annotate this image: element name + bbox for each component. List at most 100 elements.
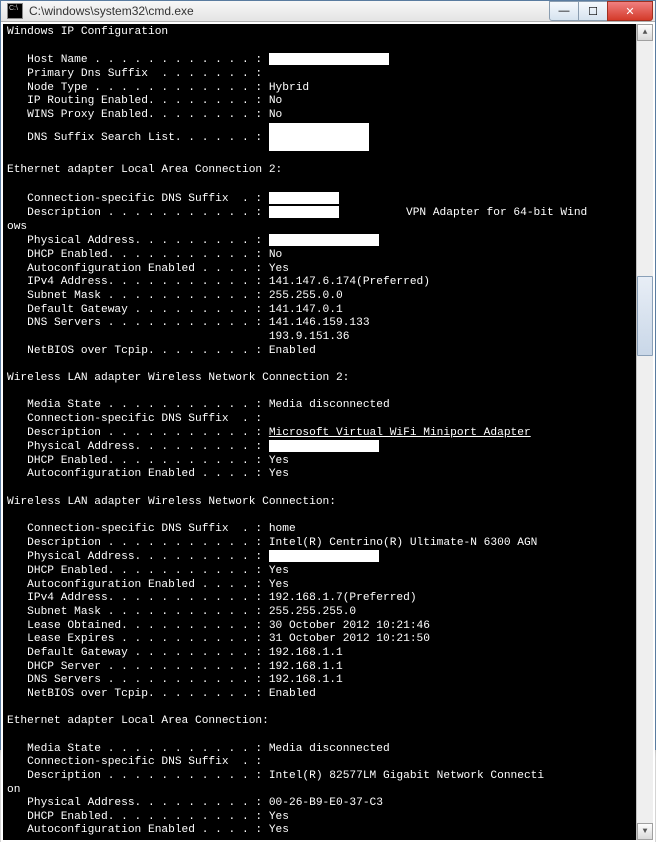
eth-dhcp-value: Yes	[269, 811, 289, 823]
titlebar[interactable]: C:\windows\system32\cmd.exe — ☐ ✕	[1, 1, 655, 22]
dns-suffix-list-redacted	[269, 123, 369, 151]
wlan-phys-addr-redacted	[269, 550, 379, 562]
wlan-ipv4-value: 192.168.1.7(Preferred)	[269, 592, 417, 604]
cmd-icon	[7, 3, 23, 19]
primary-dns-suffix-label: Primary Dns Suffix . . . . . . . :	[27, 68, 262, 80]
node-type-value: Hybrid	[269, 82, 309, 94]
wlan-dhcp: DHCP Enabled. . . . . . . . . . . : Yes	[7, 565, 632, 579]
scroll-thumb[interactable]	[637, 276, 653, 356]
scroll-down-button[interactable]: ▼	[637, 823, 653, 840]
eth2-subnet-value: 255.255.0.0	[269, 290, 343, 302]
dns-suffix-list: DNS Suffix Search List. . . . . . :	[7, 123, 632, 151]
wlan2-dhcp-value: Yes	[269, 455, 289, 467]
eth2-dns2-label	[27, 331, 262, 343]
wlan-subnet: Subnet Mask . . . . . . . . . . . : 255.…	[7, 606, 632, 620]
wlan-lease-expires-value: 31 October 2012 10:21:50	[269, 633, 430, 645]
eth2-conn-dns-redacted	[269, 192, 339, 204]
host-name: Host Name . . . . . . . . . . . . :	[7, 53, 632, 68]
eth-autoconf-label: Autoconfiguration Enabled . . . . :	[27, 824, 262, 836]
ip-routing-label: IP Routing Enabled. . . . . . . . :	[27, 95, 262, 107]
host-name-redacted	[269, 53, 389, 65]
eth2-dhcp-label: DHCP Enabled. . . . . . . . . . . :	[27, 249, 262, 261]
eth-description-label: Description . . . . . . . . . . . :	[27, 770, 262, 782]
wlan-lease-obtained-label: Lease Obtained. . . . . . . . . . :	[27, 620, 262, 632]
wlan-autoconf: Autoconfiguration Enabled . . . . : Yes	[7, 579, 632, 593]
wlan2-phys-addr: Physical Address. . . . . . . . . :	[7, 440, 632, 455]
eth2-desc-wrap: ows	[7, 221, 27, 233]
scrollbar[interactable]: ▲ ▼	[636, 24, 653, 840]
eth-phys-addr-label: Physical Address. . . . . . . . . :	[27, 797, 262, 809]
minimize-button[interactable]: —	[549, 1, 579, 21]
scroll-up-button[interactable]: ▲	[637, 24, 653, 41]
wlan-subnet-label: Subnet Mask . . . . . . . . . . . :	[27, 606, 262, 618]
primary-dns-suffix: Primary Dns Suffix . . . . . . . :	[7, 68, 632, 82]
wlan2-autoconf-label: Autoconfiguration Enabled . . . . :	[27, 468, 262, 480]
wlan-conn-dns-label: Connection-specific DNS Suffix . :	[27, 523, 262, 535]
wlan-description-value: Intel(R) Centrino(R) Ultimate-N 6300 AGN	[269, 537, 538, 549]
wlan2-description: Description . . . . . . . . . . . : Micr…	[7, 427, 632, 441]
wlan-header: Wireless LAN adapter Wireless Network Co…	[7, 496, 632, 510]
window-buttons: — ☐ ✕	[550, 1, 653, 21]
eth2-phys-addr: Physical Address. . . . . . . . . :	[7, 234, 632, 249]
eth2-gateway-value: 141.147.0.1	[269, 304, 343, 316]
wins-proxy-label: WINS Proxy Enabled. . . . . . . . :	[27, 109, 262, 121]
wlan-dns: DNS Servers . . . . . . . . . . . : 192.…	[7, 674, 632, 688]
close-button[interactable]: ✕	[607, 1, 653, 21]
eth-dhcp-label: DHCP Enabled. . . . . . . . . . . :	[27, 811, 262, 823]
eth2-description-value: VPN Adapter for 64-bit Wind	[339, 207, 587, 219]
node-type: Node Type . . . . . . . . . . . . : Hybr…	[7, 82, 632, 96]
eth2-gateway: Default Gateway . . . . . . . . . : 141.…	[7, 304, 632, 318]
eth-phys-addr: Physical Address. . . . . . . . . : 00-2…	[7, 797, 632, 811]
wlan-dhcp-label: DHCP Enabled. . . . . . . . . . . :	[27, 565, 262, 577]
wlan-dhcp-server-value: 192.168.1.1	[269, 661, 343, 673]
wlan-lease-obtained: Lease Obtained. . . . . . . . . . : 30 O…	[7, 620, 632, 634]
eth2-dns1-value: 141.146.159.133	[269, 317, 370, 329]
eth2-netbios-value: Enabled	[269, 345, 316, 357]
wlan-autoconf-label: Autoconfiguration Enabled . . . . :	[27, 579, 262, 591]
wlan-netbios-value: Enabled	[269, 688, 316, 700]
wlan-lease-expires: Lease Expires . . . . . . . . . . : 31 O…	[7, 633, 632, 647]
eth-description: Description . . . . . . . . . . . : Inte…	[7, 770, 632, 784]
wlan-dhcp-server-label: DHCP Server . . . . . . . . . . . :	[27, 661, 262, 673]
wlan2-description-label: Description . . . . . . . . . . . :	[27, 427, 262, 439]
wlan2-dhcp-label: DHCP Enabled. . . . . . . . . . . :	[27, 455, 262, 467]
eth2-ipv4-label: IPv4 Address. . . . . . . . . . . :	[27, 276, 262, 288]
scroll-track[interactable]	[637, 41, 653, 823]
wlan-subnet-value: 255.255.255.0	[269, 606, 356, 618]
eth2-conn-dns: Connection-specific DNS Suffix . :	[7, 192, 632, 207]
eth-desc-wrap: on	[7, 784, 632, 798]
wlan2-phys-addr-label: Physical Address. . . . . . . . . :	[27, 441, 262, 453]
wlan-description: Description . . . . . . . . . . . : Inte…	[7, 537, 632, 551]
eth-media-state-value: Media disconnected	[269, 743, 390, 755]
wlan-lease-obtained-value: 30 October 2012 10:21:46	[269, 620, 430, 632]
wlan2-autoconf: Autoconfiguration Enabled . . . . : Yes	[7, 468, 632, 482]
eth2-description-redacted	[269, 206, 339, 218]
wlan-lease-expires-label: Lease Expires . . . . . . . . . . :	[27, 633, 262, 645]
eth2-ipv4: IPv4 Address. . . . . . . . . . . : 141.…	[7, 276, 632, 290]
eth2-dns2: 193.9.151.36	[7, 331, 632, 345]
eth2-netbios: NetBIOS over Tcpip. . . . . . . . : Enab…	[7, 345, 632, 359]
eth2-dns1: DNS Servers . . . . . . . . . . . : 141.…	[7, 317, 632, 331]
eth2-description: Description . . . . . . . . . . . : VPN …	[7, 206, 632, 221]
eth2-phys-addr-redacted	[269, 234, 379, 246]
cmd-window: C:\windows\system32\cmd.exe — ☐ ✕ Window…	[0, 0, 656, 750]
eth2-autoconf-value: Yes	[269, 263, 289, 275]
eth-header: Ethernet adapter Local Area Connection:	[7, 715, 632, 729]
eth-description-value: Intel(R) 82577LM Gigabit Network Connect…	[269, 770, 544, 782]
eth-conn-dns: Connection-specific DNS Suffix . :	[7, 756, 632, 770]
wlan-phys-addr: Physical Address. . . . . . . . . :	[7, 550, 632, 565]
window-title: C:\windows\system32\cmd.exe	[29, 4, 550, 18]
wins-proxy: WINS Proxy Enabled. . . . . . . . : No	[7, 109, 632, 123]
eth2-autoconf-label: Autoconfiguration Enabled . . . . :	[27, 263, 262, 275]
ipconfig-header: Windows IP Configuration	[7, 26, 632, 40]
node-type-label: Node Type . . . . . . . . . . . . :	[27, 82, 262, 94]
eth-media-state-label: Media State . . . . . . . . . . . :	[27, 743, 262, 755]
wlan-ipv4: IPv4 Address. . . . . . . . . . . : 192.…	[7, 592, 632, 606]
maximize-button[interactable]: ☐	[578, 1, 608, 21]
eth2-gateway-label: Default Gateway . . . . . . . . . :	[27, 304, 262, 316]
eth2-dhcp-value: No	[269, 249, 282, 261]
wlan-dhcp-server: DHCP Server . . . . . . . . . . . : 192.…	[7, 661, 632, 675]
eth-autoconf: Autoconfiguration Enabled . . . . : Yes	[7, 824, 632, 838]
eth-autoconf-value: Yes	[269, 824, 289, 836]
wlan-gateway-value: 192.168.1.1	[269, 647, 343, 659]
